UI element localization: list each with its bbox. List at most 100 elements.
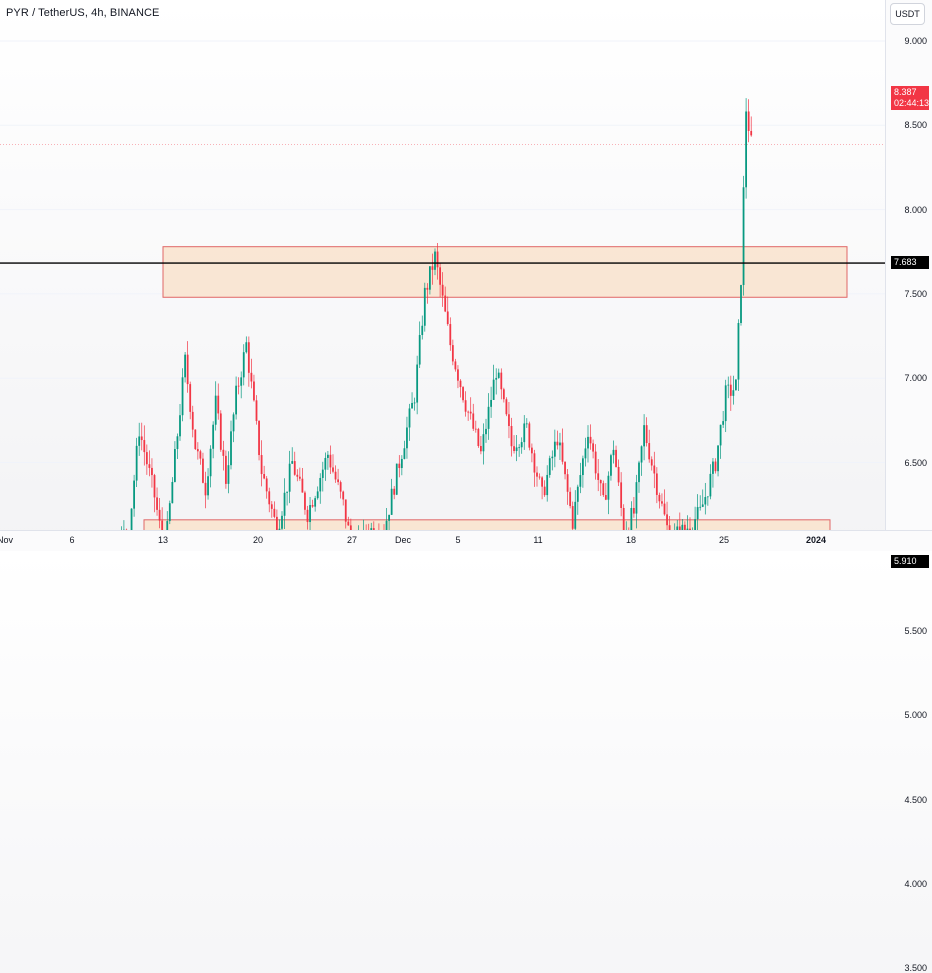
candle-body (523, 423, 525, 442)
candle-body (330, 455, 332, 468)
candle-body (273, 509, 275, 517)
candle-body (506, 399, 508, 414)
candle-body (444, 296, 446, 312)
candle-body (590, 437, 592, 443)
candle-body (694, 519, 696, 530)
candle-body (401, 459, 403, 468)
candle-body (595, 452, 597, 474)
time-tick-label: 11 (533, 535, 542, 545)
candle-body (404, 448, 406, 459)
candle-body (651, 459, 653, 465)
candle-body (342, 492, 344, 500)
candle-body (345, 499, 347, 521)
candle-body (743, 187, 745, 285)
candle-body (610, 455, 612, 476)
candle-body (664, 504, 666, 515)
time-tick-label: Dec (395, 535, 411, 545)
candle-body (414, 403, 416, 404)
candle-body (641, 446, 643, 462)
candle-body (182, 377, 184, 415)
candle-body (465, 400, 467, 411)
candle-body (480, 446, 482, 451)
candle-body (661, 501, 663, 503)
price-tick-label: 7.500 (904, 289, 927, 299)
time-tick-label: 27 (347, 535, 357, 545)
candle-body (238, 386, 240, 387)
candle-body (460, 381, 462, 387)
candle-body (304, 493, 306, 510)
candle-body (432, 266, 434, 270)
candle-body (131, 509, 133, 530)
candle-body (582, 458, 584, 475)
candle-body (212, 425, 214, 449)
bar-countdown: 02:44:13 (894, 98, 929, 109)
candle-body (263, 474, 265, 478)
candle-body (151, 468, 153, 475)
candle-body (730, 385, 732, 396)
candle-body (335, 472, 337, 480)
price-tick-label: 4.000 (904, 879, 927, 889)
candle-body (653, 466, 655, 474)
candle-body (327, 455, 329, 458)
candle-body (416, 365, 418, 403)
candle-body (266, 478, 268, 491)
chart-plot-area[interactable] (0, 0, 885, 530)
candle-body (646, 425, 648, 443)
candle-body (322, 470, 324, 478)
candle-body (258, 421, 260, 455)
candle-body (146, 452, 148, 464)
candle-body (715, 462, 717, 472)
candle-body (187, 355, 189, 384)
candle-body (154, 475, 156, 497)
candle-body (472, 413, 474, 428)
candle-body (745, 111, 747, 187)
candle-body (534, 453, 536, 472)
level-price-tag: 5.910 (891, 555, 929, 568)
price-tick-label: 6.500 (904, 458, 927, 468)
price-tick-label: 4.500 (904, 795, 927, 805)
candle-body (720, 425, 722, 446)
candle-body (192, 412, 194, 430)
candle-body (531, 448, 533, 454)
candle-body (559, 443, 561, 446)
candle-body (490, 400, 492, 407)
candle-body (638, 463, 640, 483)
candle-body (143, 440, 145, 452)
candle-body (184, 355, 186, 378)
time-tick-label: 25 (719, 535, 729, 545)
candle-body (230, 431, 232, 465)
candle-body (597, 473, 599, 480)
candle-body (179, 415, 181, 436)
candle-body (317, 491, 319, 498)
candle-body (579, 475, 581, 487)
candle-body (166, 521, 168, 530)
candle-body (434, 252, 436, 270)
candle-body (544, 487, 546, 495)
candle-body (488, 407, 490, 429)
candle-body (704, 497, 706, 504)
candle-body (526, 423, 528, 424)
candle-body (174, 449, 176, 482)
candle-body (557, 442, 559, 446)
candle-body (276, 517, 278, 530)
candle-body (539, 477, 541, 478)
candle-body (549, 458, 551, 475)
price-tick-label: 7.000 (904, 373, 927, 383)
candle-body (233, 414, 235, 431)
candle-body (467, 412, 469, 413)
candle-body (717, 445, 719, 471)
candle-body (503, 389, 505, 399)
candle-body (421, 326, 423, 335)
candle-body (406, 427, 408, 448)
candle-body (608, 476, 610, 500)
candle-body (133, 481, 135, 509)
candle-body (666, 514, 668, 525)
candle-body (411, 403, 413, 409)
currency-button[interactable]: USDT (890, 3, 925, 25)
candle-body (475, 429, 477, 430)
candle-body (248, 342, 250, 373)
candle-body (398, 464, 400, 468)
candle-body (197, 449, 199, 451)
candle-body (294, 461, 296, 475)
